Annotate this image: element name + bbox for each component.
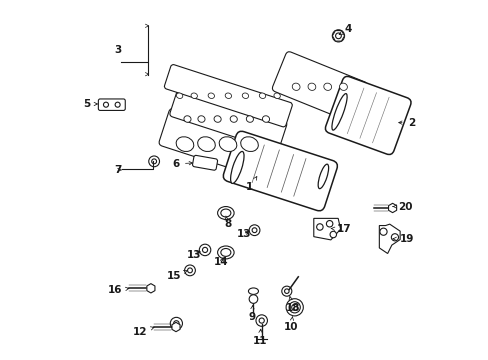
Polygon shape: [379, 224, 399, 253]
Text: 10: 10: [284, 316, 298, 332]
Text: 18: 18: [285, 297, 300, 314]
Ellipse shape: [197, 137, 215, 152]
Text: 3: 3: [114, 45, 122, 55]
Circle shape: [151, 159, 156, 164]
Ellipse shape: [191, 93, 197, 99]
FancyBboxPatch shape: [192, 156, 217, 170]
Circle shape: [103, 102, 108, 107]
Text: 20: 20: [392, 202, 412, 212]
Text: 15: 15: [166, 270, 187, 281]
Circle shape: [187, 268, 192, 273]
Text: 19: 19: [392, 234, 413, 244]
Ellipse shape: [217, 246, 234, 259]
FancyBboxPatch shape: [98, 99, 125, 111]
Circle shape: [379, 228, 386, 235]
Circle shape: [199, 244, 210, 256]
Ellipse shape: [292, 83, 300, 90]
Text: 13: 13: [236, 229, 250, 239]
Ellipse shape: [230, 152, 244, 184]
FancyBboxPatch shape: [159, 109, 279, 180]
Ellipse shape: [183, 116, 191, 122]
Text: 7: 7: [114, 165, 122, 175]
Circle shape: [284, 289, 288, 293]
Ellipse shape: [259, 93, 265, 99]
Ellipse shape: [242, 93, 248, 99]
Polygon shape: [146, 284, 155, 293]
Circle shape: [249, 295, 257, 303]
Circle shape: [148, 156, 159, 167]
Ellipse shape: [221, 248, 230, 256]
Circle shape: [249, 225, 260, 235]
Circle shape: [329, 231, 336, 238]
Circle shape: [335, 33, 341, 39]
Circle shape: [184, 265, 195, 276]
Text: 13: 13: [186, 250, 201, 260]
Text: 14: 14: [214, 257, 228, 267]
Circle shape: [252, 228, 256, 233]
Ellipse shape: [198, 116, 204, 122]
Text: 4: 4: [339, 24, 351, 35]
Circle shape: [335, 33, 341, 39]
FancyBboxPatch shape: [325, 76, 410, 154]
Ellipse shape: [221, 209, 230, 217]
Ellipse shape: [323, 83, 331, 90]
Ellipse shape: [318, 164, 328, 189]
Ellipse shape: [240, 137, 258, 152]
Circle shape: [281, 286, 291, 296]
Text: 12: 12: [132, 327, 154, 337]
Circle shape: [259, 318, 264, 323]
Text: 2: 2: [398, 118, 414, 128]
FancyBboxPatch shape: [169, 87, 286, 150]
Circle shape: [288, 302, 300, 313]
Circle shape: [255, 315, 267, 326]
Text: 11: 11: [252, 329, 266, 346]
Ellipse shape: [262, 116, 269, 122]
Ellipse shape: [214, 116, 221, 122]
Circle shape: [173, 321, 179, 326]
Polygon shape: [313, 219, 340, 240]
Ellipse shape: [331, 94, 346, 130]
Ellipse shape: [217, 207, 234, 220]
Text: 1: 1: [246, 176, 256, 192]
Ellipse shape: [176, 137, 193, 152]
Ellipse shape: [273, 93, 280, 99]
Text: 9: 9: [247, 306, 255, 322]
Circle shape: [202, 247, 207, 252]
Ellipse shape: [246, 116, 253, 122]
Ellipse shape: [339, 83, 346, 90]
Circle shape: [390, 234, 398, 241]
Circle shape: [115, 102, 120, 107]
Ellipse shape: [230, 116, 237, 122]
Circle shape: [285, 299, 303, 316]
Polygon shape: [332, 31, 344, 41]
Ellipse shape: [224, 93, 231, 99]
Text: 16: 16: [107, 285, 129, 296]
Text: 17: 17: [330, 225, 351, 234]
Circle shape: [325, 221, 332, 227]
Circle shape: [332, 30, 344, 42]
Ellipse shape: [307, 83, 315, 90]
Ellipse shape: [248, 288, 258, 294]
Polygon shape: [388, 203, 396, 213]
Text: 8: 8: [224, 216, 231, 229]
Ellipse shape: [176, 93, 183, 99]
FancyBboxPatch shape: [164, 64, 292, 127]
Text: 6: 6: [172, 159, 192, 169]
Circle shape: [316, 224, 323, 230]
Ellipse shape: [208, 93, 214, 99]
FancyBboxPatch shape: [272, 52, 366, 122]
FancyBboxPatch shape: [223, 131, 337, 211]
Circle shape: [291, 304, 297, 310]
Circle shape: [170, 318, 182, 329]
Ellipse shape: [219, 137, 236, 152]
Text: 5: 5: [83, 99, 97, 109]
Polygon shape: [172, 322, 180, 332]
